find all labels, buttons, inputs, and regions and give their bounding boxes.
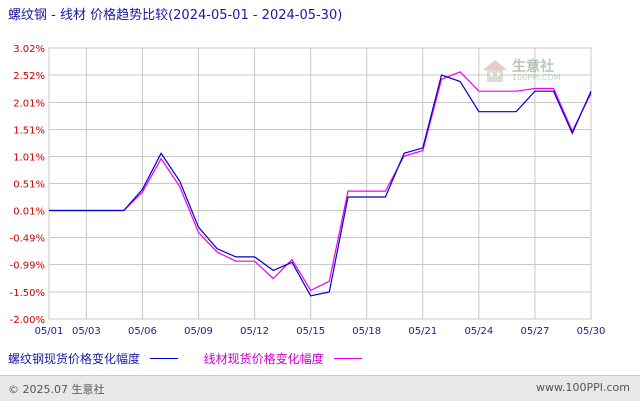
chart-date-range: (2024-05-01 - 2024-05-30): [168, 8, 343, 23]
x-tick-label: 05/15: [296, 326, 325, 337]
watermark-logo: 生意社 100PPI.COM: [482, 56, 577, 86]
legend-swatch-wire-rod: [333, 358, 362, 359]
footer-bar: © 2025.07 生意社 www.100PPI.com: [0, 375, 640, 401]
y-tick-label: 2.01%: [13, 99, 45, 110]
chart-title: 螺纹钢 - 线材 价格趋势比较(2024-05-01 - 2024-05-30): [8, 4, 342, 23]
y-tick-label: 2.52%: [13, 71, 45, 82]
y-tick-label: 1.01%: [13, 153, 45, 164]
legend-label-rebar: 螺纹钢现货价格变化幅度: [8, 352, 141, 366]
house-logo-icon: [483, 60, 507, 82]
x-tick-label: 05/03: [72, 326, 101, 337]
x-tick-label: 05/24: [464, 326, 493, 337]
x-tick-label: 05/18: [352, 326, 381, 337]
y-tick-label: 1.51%: [13, 126, 45, 137]
y-tick-label: 0.01%: [13, 206, 45, 217]
y-tick-label: 3.02%: [13, 44, 45, 55]
legend-label-wire-rod: 线材现货价格变化幅度: [203, 352, 324, 366]
chart-legend: 螺纹钢现货价格变化幅度 线材现货价格变化幅度: [8, 350, 362, 367]
x-tick-label: 05/01: [35, 326, 64, 337]
watermark-text: 生意社: [512, 59, 554, 75]
x-tick-label: 05/27: [521, 326, 550, 337]
x-tick-label: 05/09: [184, 326, 213, 337]
x-tick-label: 05/12: [240, 326, 269, 337]
watermark-subtext: 100PPI.COM: [512, 73, 561, 82]
chart-title-text: 螺纹钢 - 线材 价格趋势比较: [8, 8, 169, 23]
y-tick-label: -1.50%: [10, 288, 45, 299]
line-chart: 3.02% 2.52% 2.01% 1.51% 1.01% 0.51% 0.01% -0.49…: [10, 44, 606, 337]
x-tick-label: 05/21: [408, 326, 437, 337]
series-line-wire-rod: [49, 71, 592, 292]
y-tick-label: -0.99%: [10, 260, 45, 271]
y-tick-label: -2.00%: [10, 315, 45, 326]
footer-copyright: © 2025.07 生意社: [8, 383, 105, 396]
x-tick-label: 05/06: [128, 326, 157, 337]
y-tick-label: 0.51%: [13, 180, 45, 191]
y-tick-label: -0.49%: [10, 233, 45, 244]
footer-site-link[interactable]: www.100PPI.com: [536, 381, 630, 394]
series-line-rebar: [49, 74, 592, 297]
x-tick-label: 05/30: [577, 326, 606, 337]
legend-swatch-rebar: [149, 358, 178, 359]
